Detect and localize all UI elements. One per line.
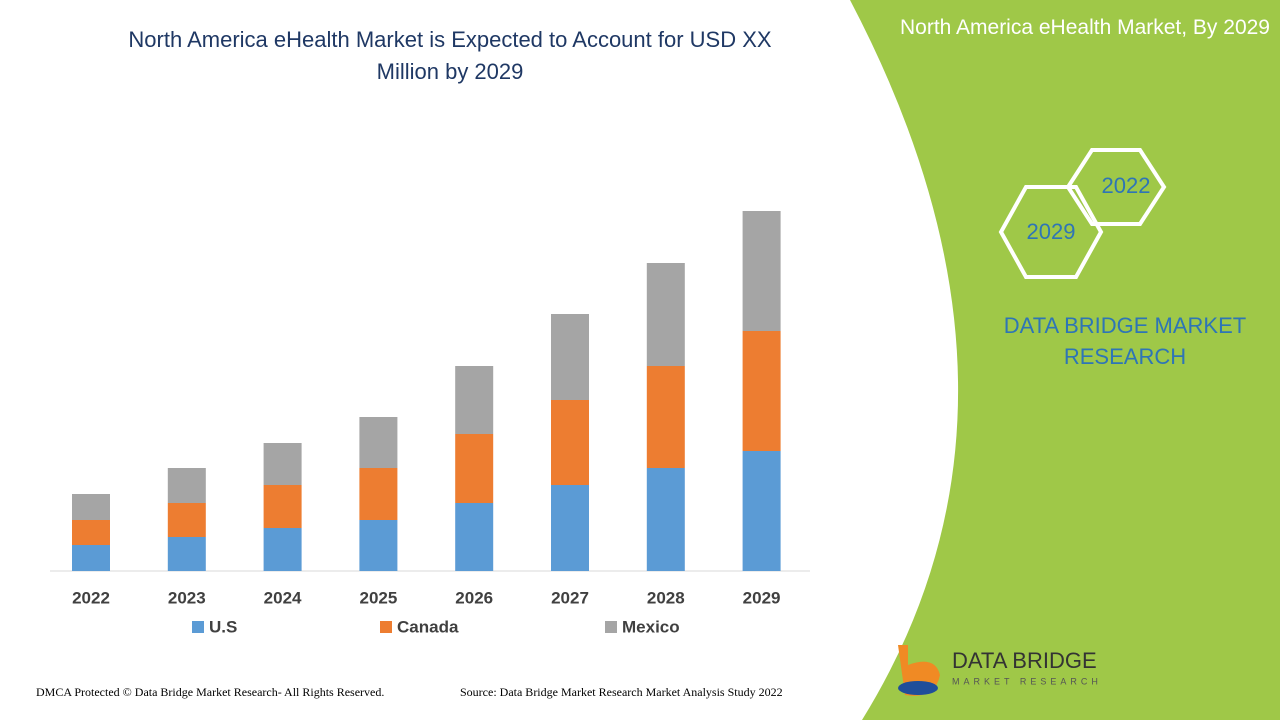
bar-segment bbox=[263, 443, 302, 485]
x-tick-label: 2022 bbox=[72, 588, 110, 607]
bar-segment bbox=[167, 503, 206, 537]
source: Source: Data Bridge Market Research Mark… bbox=[460, 685, 783, 699]
legend-label: U.S bbox=[209, 617, 237, 636]
x-tick-label: 2024 bbox=[264, 588, 302, 607]
title-box: North America eHealth Market is Expected… bbox=[128, 27, 772, 84]
x-tick-label: 2026 bbox=[455, 588, 493, 607]
x-tick-label: 2023 bbox=[168, 588, 206, 607]
legend-swatch bbox=[380, 621, 392, 633]
bar-segment bbox=[551, 400, 589, 485]
bar-segment bbox=[646, 468, 685, 571]
bar-segment bbox=[742, 211, 781, 331]
side-title: North America eHealth Market, By 2029 bbox=[900, 16, 1270, 39]
bar-segment bbox=[263, 528, 302, 571]
logo-name: DATA BRIDGE bbox=[952, 648, 1097, 673]
bar-segment bbox=[167, 468, 206, 503]
plot: 2022 2023 2024 2025 2026 2027 2028 2029 U.S Canad… bbox=[72, 211, 781, 636]
logo: DATA BRIDGE MARKET RESEARCH bbox=[898, 645, 1102, 696]
x-tick-label: 2029 bbox=[743, 588, 781, 607]
bar-segment bbox=[742, 331, 781, 451]
chart-title: North America eHealth Market is Expected… bbox=[128, 27, 772, 84]
bar-segment bbox=[359, 417, 398, 468]
logo-mark bbox=[898, 681, 938, 695]
hexagon bbox=[998, 185, 1104, 279]
x-tick-label: 2028 bbox=[647, 588, 685, 607]
bar-segment bbox=[263, 485, 302, 528]
bar-segment bbox=[455, 366, 494, 434]
hex-label: 2022 bbox=[1102, 173, 1151, 198]
x-tick-label: 2027 bbox=[551, 588, 589, 607]
legend-label: Canada bbox=[397, 617, 459, 636]
bar-segment bbox=[72, 494, 110, 520]
bar-segment bbox=[742, 451, 781, 571]
bar-segment bbox=[646, 366, 685, 468]
bar-segment bbox=[455, 503, 494, 571]
bar-segment bbox=[551, 485, 589, 571]
x-tick-label: 2025 bbox=[359, 588, 397, 607]
side-title-text: North America eHealth Market, By 2029 bbox=[900, 16, 1270, 39]
bar-segment bbox=[646, 263, 685, 366]
hex-label: 2029 bbox=[1027, 219, 1076, 244]
bar-segment bbox=[455, 434, 494, 503]
side-panel bbox=[850, 0, 1280, 720]
bar-segment bbox=[359, 520, 398, 571]
legend-swatch bbox=[605, 621, 617, 633]
bar-segment bbox=[72, 520, 110, 545]
legend-swatch bbox=[192, 621, 204, 633]
bar-segment bbox=[359, 468, 398, 520]
logo-tagline: MARKET RESEARCH bbox=[952, 676, 1102, 686]
bar-segment bbox=[72, 545, 110, 571]
bar-segment bbox=[167, 537, 206, 571]
brand-box: DATA BRIDGE MARKET RESEARCH bbox=[1003, 313, 1247, 369]
brand: DATA BRIDGE MARKET RESEARCH bbox=[1003, 313, 1247, 369]
legend-label: Mexico bbox=[622, 617, 680, 636]
copyright: DMCA Protected © Data Bridge Market Rese… bbox=[36, 685, 384, 699]
bar-segment bbox=[551, 314, 589, 400]
